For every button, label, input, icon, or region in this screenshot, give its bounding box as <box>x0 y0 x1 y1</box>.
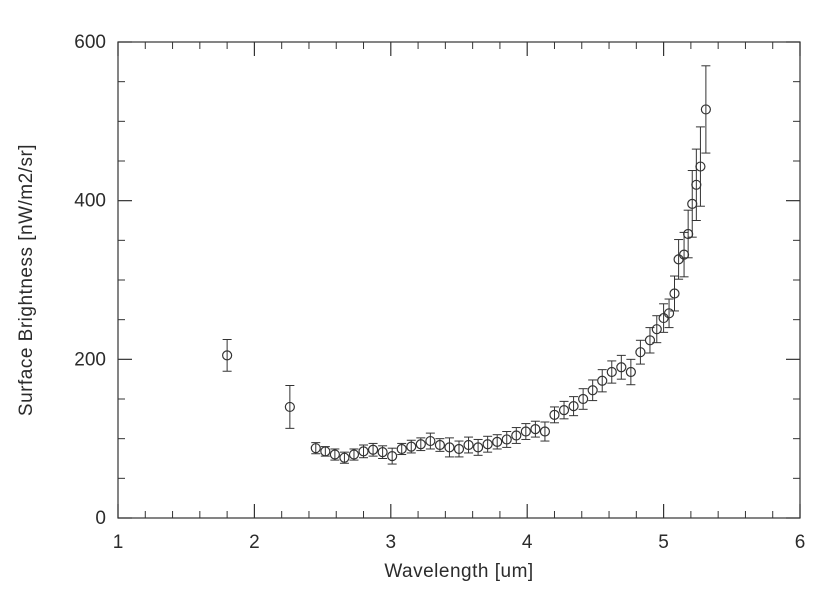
data-point-marker <box>578 393 589 405</box>
data-point-marker <box>377 447 388 458</box>
data-point-marker <box>511 430 522 441</box>
data-point-marker <box>434 439 446 451</box>
data-point-marker <box>549 409 560 420</box>
data-point-marker <box>348 449 360 460</box>
data-point-marker <box>539 426 551 437</box>
data-point-marker <box>406 441 417 452</box>
data-point-marker <box>568 401 579 412</box>
data-point-marker <box>367 444 379 455</box>
data-point-marker <box>501 434 512 445</box>
data-point-marker <box>587 385 598 396</box>
data-point-marker <box>669 288 680 299</box>
data-point-marker <box>358 446 369 457</box>
data-point-marker <box>695 161 706 172</box>
axis-ticks <box>117 41 801 519</box>
data-point-marker <box>644 335 656 346</box>
x-tick-label: 6 <box>795 532 806 553</box>
x-axis-label: Wavelength [um] <box>384 561 533 582</box>
data-point-marker <box>453 443 465 455</box>
data-point-marker <box>425 435 436 447</box>
data-point-marker <box>284 401 295 413</box>
y-tick-label: 200 <box>74 349 106 370</box>
data-point-marker <box>463 439 474 451</box>
data-point-marker <box>520 426 531 437</box>
data-point-marker <box>616 362 627 373</box>
data-point-marker <box>444 442 455 453</box>
data-point-marker <box>387 451 398 462</box>
data-point-marker <box>635 347 646 358</box>
x-tick-label: 4 <box>522 532 533 553</box>
x-tick-label: 3 <box>386 532 397 553</box>
data-point-marker <box>625 366 636 378</box>
data-point-marker <box>415 439 426 450</box>
y-axis-label: Surface Brightness [nW/m2/sr] <box>16 144 37 416</box>
y-tick-label: 600 <box>74 32 106 53</box>
data-point-marker <box>329 449 340 460</box>
data-point-marker <box>339 452 350 463</box>
x-tick-label: 2 <box>249 532 260 553</box>
y-tick-label: 0 <box>95 508 106 529</box>
data-series <box>222 65 711 465</box>
x-tick-label: 1 <box>113 532 124 553</box>
data-point-marker <box>396 443 407 455</box>
data-point-marker <box>597 375 608 386</box>
data-point-marker <box>606 366 617 378</box>
data-point-marker <box>558 405 570 416</box>
data-point-marker <box>320 446 331 457</box>
data-point-marker <box>492 436 503 447</box>
x-tick-label: 5 <box>658 532 669 553</box>
data-point-marker <box>651 324 662 335</box>
data-point-marker <box>482 439 493 450</box>
data-point-marker <box>530 424 541 435</box>
data-point-marker <box>222 350 233 361</box>
tick-labels: 1 2 3 4 5 6 0 200 400 600 <box>74 32 805 553</box>
data-point-marker <box>310 443 321 454</box>
data-point-marker <box>663 308 675 319</box>
data-point-marker <box>700 104 711 115</box>
y-tick-label: 400 <box>74 191 106 212</box>
data-point-marker <box>472 442 484 453</box>
